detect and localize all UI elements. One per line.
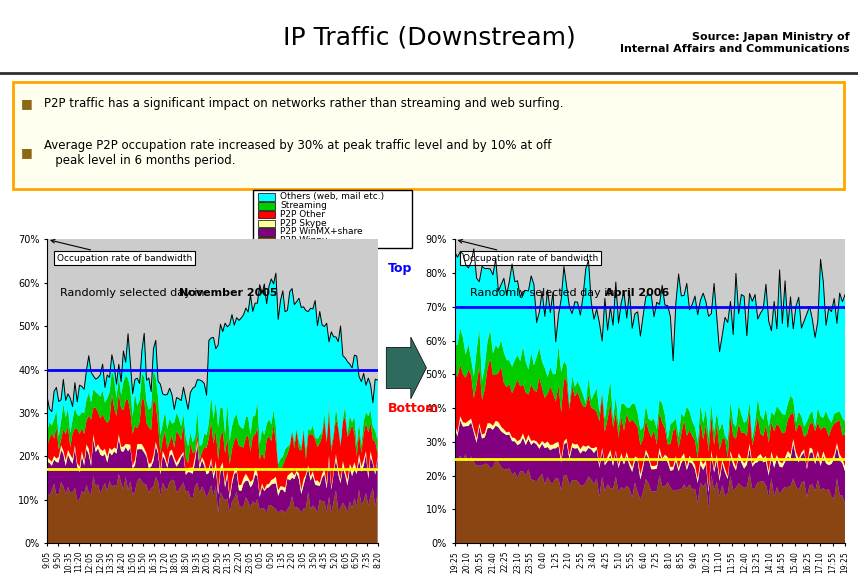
Text: April 2006: April 2006 [605,288,669,298]
Text: Bottom: Bottom [388,402,439,415]
Text: Streaming: Streaming [280,201,327,210]
Text: Occupation rate of bandwidth: Occupation rate of bandwidth [51,239,192,263]
Text: Randomly selected day in: Randomly selected day in [470,288,619,298]
Text: P2P Winny: P2P Winny [280,236,328,245]
Text: P2P Skype: P2P Skype [280,218,327,228]
Text: Average P2P occupation rate increased by 30% at peak traffic level and by 10% at: Average P2P occupation rate increased by… [44,139,552,167]
Bar [258,202,275,210]
Bar [258,193,275,201]
Text: November 2005: November 2005 [179,288,278,298]
Bar [258,211,275,218]
Text: P2P WinMX+share: P2P WinMX+share [280,227,363,237]
FancyBboxPatch shape [253,190,412,248]
FancyArrow shape [386,337,426,399]
FancyBboxPatch shape [13,82,844,189]
Text: Randomly selected day in: Randomly selected day in [60,288,208,298]
Text: P2P traffic has a significant impact on networks rather than streaming and web s: P2P traffic has a significant impact on … [44,98,564,110]
Text: IP Traffic (Downstream): IP Traffic (Downstream) [282,26,576,50]
Text: Top: Top [388,262,412,274]
Text: ■: ■ [21,147,33,159]
Text: Others (web, mail etc.): Others (web, mail etc.) [280,192,384,201]
Text: Source: Japan Ministry of
Internal Affairs and Communications: Source: Japan Ministry of Internal Affai… [619,32,849,54]
Bar [258,220,275,227]
Bar [258,228,275,236]
Text: Occupation rate of bandwidth: Occupation rate of bandwidth [459,239,598,263]
Text: ■: ■ [21,98,33,110]
Text: P2P Other: P2P Other [280,210,325,219]
Bar [258,237,275,245]
